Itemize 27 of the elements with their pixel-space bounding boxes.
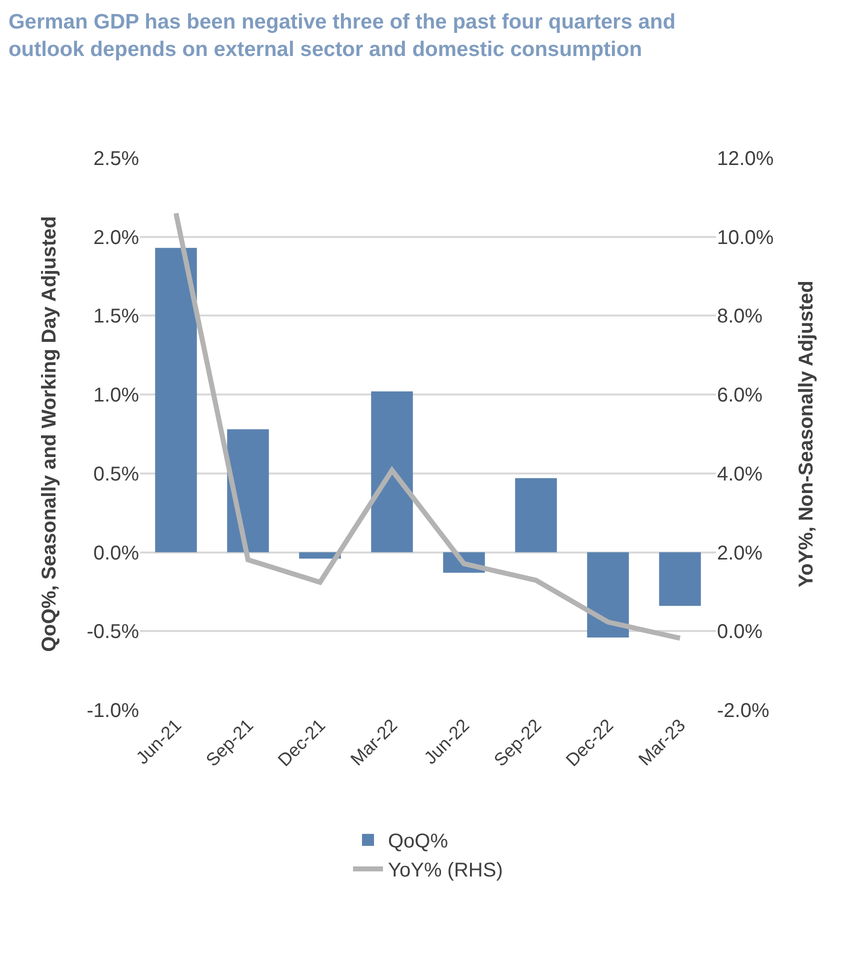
y2-tick-label: 12.0% [717, 148, 774, 170]
y2-tick-label: 8.0% [717, 306, 763, 328]
bar [371, 391, 413, 552]
y-tick-label: 2.0% [93, 226, 140, 249]
chart-title: German GDP has been negative three of the past four quarters and outlook depends on external sector and domestic consumption [8, 10, 676, 61]
y2-axis-title: YoY%, Non-Seasonally Adjusted [795, 280, 818, 588]
bar [587, 552, 629, 638]
bar [659, 552, 701, 606]
legend-label: YoY% (RHS) [388, 860, 503, 882]
y-tick-label: 2.5% [93, 148, 140, 170]
y2-tick-label: 4.0% [717, 463, 763, 486]
bar [515, 478, 557, 552]
y-tick-label: -0.5% [86, 621, 140, 644]
y2-tick-label: 10.0% [717, 226, 774, 249]
legend-label: QoQ% [388, 830, 448, 853]
bar [155, 248, 197, 552]
bar [227, 429, 269, 552]
y-axis-title: QoQ%, Seasonally and Working Day Adjusted [38, 216, 60, 652]
y-tick-label: 0.5% [93, 463, 140, 486]
y-tick-label: 0.0% [93, 542, 140, 564]
y2-tick-label: 6.0% [717, 384, 763, 407]
y-tick-label: 1.0% [93, 384, 140, 407]
y-tick-label: 1.5% [93, 306, 140, 328]
y2-tick-label: -2.0% [717, 700, 770, 722]
y-tick-label: -1.0% [86, 700, 140, 722]
y2-tick-label: 2.0% [717, 542, 763, 564]
y2-tick-label: 0.0% [717, 621, 763, 644]
